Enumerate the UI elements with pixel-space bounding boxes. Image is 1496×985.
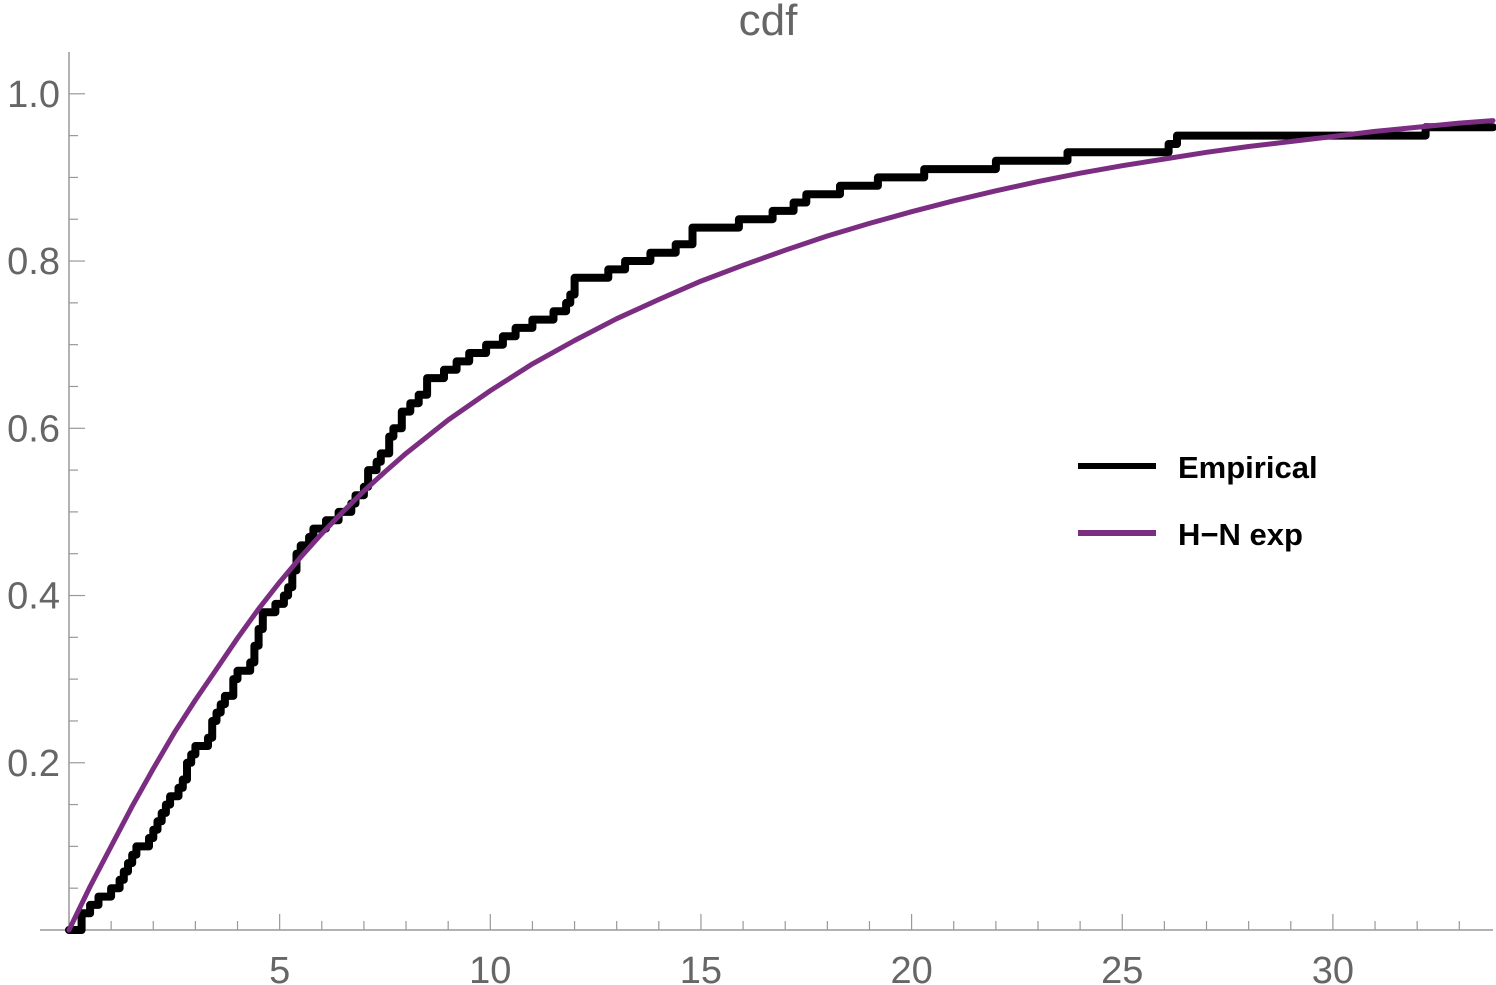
- y-tick-label: 0.8: [7, 241, 60, 283]
- x-tick-label: 20: [890, 950, 932, 985]
- chart-title: cdf: [739, 0, 798, 45]
- y-tick-label: 0.4: [7, 576, 60, 618]
- x-tick-label: 30: [1312, 950, 1354, 985]
- y-tick-label: 1.0: [7, 74, 60, 116]
- legend-label-hn-exp: H−N exp: [1178, 517, 1303, 552]
- x-tick-label: 15: [680, 950, 722, 985]
- legend: Empirical H−N exp: [1078, 450, 1318, 552]
- x-tick-label: 25: [1101, 950, 1143, 985]
- legend-label-empirical: Empirical: [1178, 450, 1318, 485]
- x-tick-label: 10: [469, 950, 511, 985]
- y-tick-label: 0.6: [7, 408, 60, 450]
- y-tick-label: 0.2: [7, 743, 60, 785]
- plot-area: [65, 118, 1496, 934]
- series-line-hn-exp: [66, 118, 1496, 933]
- axes: 5 10 15 20 25 30 0.2 0.4 0.6 0.8 1.0: [7, 52, 1493, 985]
- x-tick-label: 5: [269, 950, 290, 985]
- series-line-empirical: [65, 123, 1496, 934]
